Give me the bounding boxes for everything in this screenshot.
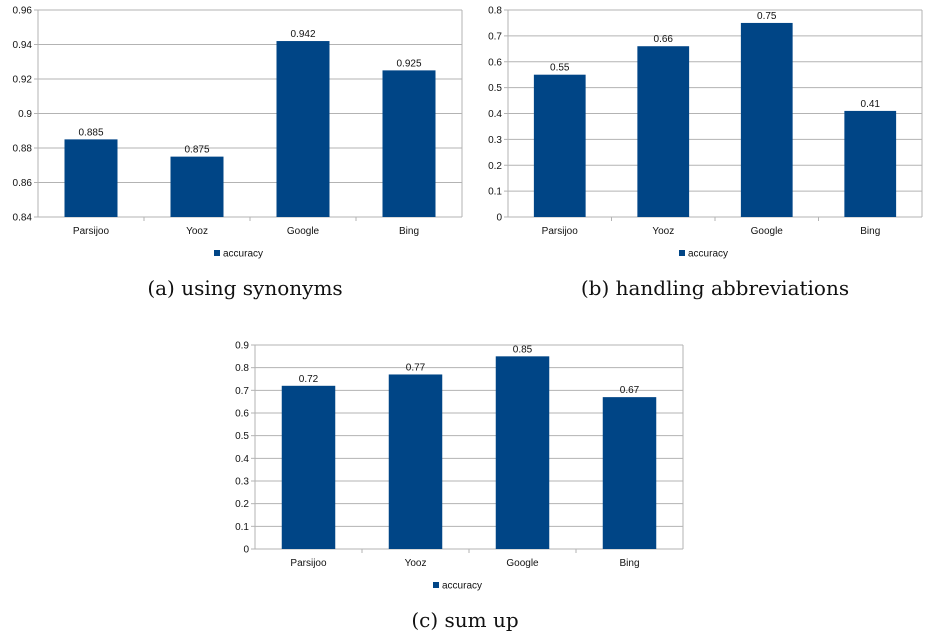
y-tick-label: 0.1 [488, 187, 502, 198]
y-tick-label: 0 [496, 213, 502, 224]
bar-chart-sum-up: 0 0.1 0.2 0.3 0.4 0.5 0.6 0.7 0.8 0.9 0.72 Parsijoo… [235, 341, 684, 592]
x-tick-label: Yooz [405, 558, 427, 569]
data-label: 0.925 [396, 58, 421, 69]
data-label: 0.85 [513, 344, 533, 355]
data-label: 0.67 [620, 385, 640, 396]
chart-panel-abbreviations: 0 0.1 0.2 0.3 0.4 0.5 0.6 0.7 0.8 0.55 Parsijoo 0.6… [470, 0, 930, 270]
data-label: 0.75 [757, 11, 777, 22]
y-tick-label: 0.3 [235, 477, 249, 488]
y-tick-label: 0.8 [235, 363, 249, 374]
bar-google [276, 41, 330, 217]
x-tick-label: Google [287, 226, 320, 237]
bar-parsijoo [281, 385, 336, 549]
legend-label: accuracy [688, 249, 728, 260]
y-tick-label: 0.2 [488, 161, 502, 172]
y-tick-label: 0.3 [488, 135, 502, 146]
bar-bing [382, 70, 436, 217]
data-label: 0.77 [406, 362, 426, 373]
caption-abbreviations: (b) handling abbreviations [580, 276, 850, 300]
data-label: 0.875 [184, 145, 209, 156]
y-tick-label: 0.6 [488, 57, 502, 68]
y-tick-label: 0.86 [13, 178, 33, 189]
data-label: 0.66 [654, 34, 674, 45]
legend-label: accuracy [223, 249, 263, 260]
y-tick-label: 0.5 [235, 431, 249, 442]
data-label: 0.55 [550, 63, 570, 74]
data-label: 0.72 [299, 374, 319, 385]
x-tick-label: Parsijoo [290, 558, 327, 569]
y-tick-label: 0.8 [488, 6, 502, 17]
x-tick-label: Parsijoo [73, 226, 110, 237]
y-tick-label: 0.88 [13, 144, 33, 155]
chart-panel-synonyms: 0.84 0.86 0.88 0.9 0.92 0.94 0.96 0.885 Parsijoo… [0, 0, 470, 270]
bar-yooz [637, 46, 690, 217]
bar-google [495, 356, 550, 549]
legend-swatch [214, 250, 220, 256]
y-tick-label: 0.96 [13, 6, 33, 17]
x-tick-label: Bing [860, 226, 880, 237]
x-tick-label: Bing [399, 226, 419, 237]
bar-google [740, 22, 793, 217]
x-tick-label: Yooz [186, 226, 208, 237]
x-tick-label: Google [506, 558, 539, 569]
bar-yooz [170, 156, 224, 217]
bar-yooz [388, 374, 443, 549]
bar-chart-abbreviations: 0 0.1 0.2 0.3 0.4 0.5 0.6 0.7 0.8 0.55 Parsijoo 0.6… [488, 6, 923, 260]
legend-swatch [433, 582, 439, 588]
bar-bing [844, 110, 897, 217]
y-tick-label: 0.7 [235, 386, 249, 397]
y-tick-label: 0 [243, 545, 249, 556]
legend-label: accuracy [442, 581, 482, 592]
y-tick-label: 0.2 [235, 499, 249, 510]
y-tick-label: 0.7 [488, 31, 502, 42]
bar-parsijoo [64, 139, 118, 217]
data-label: 0.41 [861, 99, 881, 110]
y-tick-label: 0.4 [488, 109, 502, 120]
y-tick-label: 0.1 [235, 522, 249, 533]
y-tick-label: 0.84 [13, 213, 33, 224]
y-tick-label: 0.9 [235, 341, 249, 352]
data-label: 0.885 [78, 127, 103, 138]
x-tick-label: Bing [619, 558, 639, 569]
x-tick-label: Google [751, 226, 784, 237]
bar-bing [602, 397, 657, 549]
y-tick-label: 0.94 [13, 40, 33, 51]
y-tick-label: 0.92 [13, 75, 33, 86]
bar-chart-synonyms: 0.84 0.86 0.88 0.9 0.92 0.94 0.96 0.885 Parsijoo… [13, 6, 463, 260]
caption-synonyms: (a) using synonyms [147, 276, 343, 300]
caption-sum-up: (c) sum up [411, 608, 519, 632]
x-tick-label: Yooz [652, 226, 674, 237]
data-label: 0.942 [290, 29, 315, 40]
x-tick-label: Parsijoo [542, 226, 579, 237]
legend-swatch [679, 250, 685, 256]
bar-parsijoo [533, 74, 586, 217]
y-tick-label: 0.5 [488, 83, 502, 94]
y-tick-label: 0.9 [18, 109, 32, 120]
y-tick-label: 0.4 [235, 454, 249, 465]
y-tick-label: 0.6 [235, 409, 249, 420]
chart-panel-sum-up: 0 0.1 0.2 0.3 0.4 0.5 0.6 0.7 0.8 0.9 0.72 Parsijoo… [215, 335, 690, 605]
